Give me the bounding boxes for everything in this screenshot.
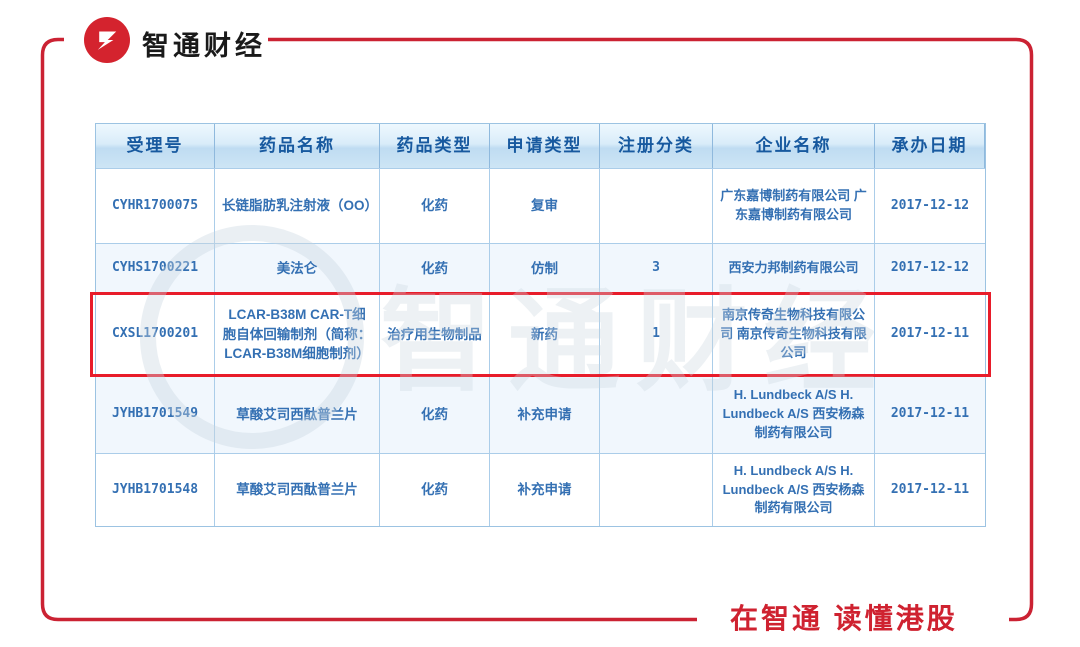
cell-registration-class (600, 169, 713, 243)
cell-drug-name: 美法仑 (215, 244, 380, 293)
cell-date: 2017-12-12 (890, 260, 970, 276)
cell-application-type: 补充申请 (490, 376, 600, 453)
cell-company: H. Lundbeck A/S H. Lundbeck A/S 西安杨森制药有限… (713, 454, 875, 526)
cell-drug-name: 草酸艾司西酞普兰片 (215, 376, 380, 453)
cell-acceptance-no: CYHR1700075 (96, 169, 215, 243)
brand-slogan: 在智通 读懂港股 (730, 603, 958, 634)
cell-drug-type: 化药 (380, 454, 490, 526)
cell-company: 南京传奇生物科技有限公司 南京传奇生物科技有限公司 (713, 294, 875, 375)
brand-name: 智通财经 (142, 31, 266, 61)
drug-application-table: 智通财经 受理号 药品名称 药品类型 申请类型 注册分类 企业名称 承办日期 C… (90, 123, 991, 527)
header-drug-name: 药品名称 (215, 124, 380, 168)
cell-application-type: 补充申请 (490, 454, 600, 526)
cell-registration-class (600, 454, 713, 526)
cell-drug-type: 治疗用生物制品 (380, 294, 490, 375)
z-lightning-icon (97, 31, 117, 50)
cell-drug-name: 长链脂肪乳注射液（OO） (215, 169, 380, 243)
cell-date: 2017-12-11 (890, 406, 970, 422)
cell-application-type: 新药 (490, 294, 600, 375)
cell-acceptance-no: CXSL1700201 (96, 294, 215, 375)
cell-company: 广东嘉博制药有限公司 广东嘉博制药有限公司 (713, 169, 875, 243)
cell-acceptance-no: JYHB1701549 (96, 376, 215, 453)
cell-drug-name: LCAR-B38M CAR-T细胞自体回输制剂（简称：LCAR-B38M细胞制剂… (215, 294, 380, 375)
table-row: JYHB1701549 草酸艾司西酞普兰片 化药 补充申请 H. Lundbec… (96, 376, 985, 454)
header-registration-class: 注册分类 (600, 124, 713, 168)
cell-company: H. Lundbeck A/S H. Lundbeck A/S 西安杨森制药有限… (713, 376, 875, 453)
cell-date: 2017-12-11 (890, 481, 970, 497)
cell-date: 2017-12-12 (890, 197, 970, 213)
table-row: JYHB1701548 草酸艾司西酞普兰片 化药 补充申请 H. Lundbec… (96, 454, 985, 526)
cell-registration-class (600, 376, 713, 453)
cell-application-type: 复审 (490, 169, 600, 243)
cell-acceptance-no: CYHS1700221 (96, 244, 215, 293)
header-acceptance-no: 受理号 (96, 124, 215, 168)
cell-acceptance-no: JYHB1701548 (96, 454, 215, 526)
table-row: CYHR1700075 长链脂肪乳注射液（OO） 化药 复审 广东嘉博制药有限公… (96, 169, 985, 244)
header-application-type: 申请类型 (490, 124, 600, 168)
cell-company: 西安力邦制药有限公司 (713, 244, 875, 293)
cell-drug-name: 草酸艾司西酞普兰片 (215, 454, 380, 526)
header-company: 企业名称 (713, 124, 875, 168)
cell-application-type: 仿制 (490, 244, 600, 293)
cell-registration-class: 1 (600, 294, 713, 375)
cell-drug-type: 化药 (380, 244, 490, 293)
cell-drug-type: 化药 (380, 169, 490, 243)
brand-logo (84, 17, 130, 63)
table-row: CYHS1700221 美法仑 化药 仿制 3 西安力邦制药有限公司 2017-… (96, 244, 985, 294)
cell-date: 2017-12-11 (890, 326, 970, 342)
header-date: 承办日期 (875, 124, 985, 168)
table-header-row: 受理号 药品名称 药品类型 申请类型 注册分类 企业名称 承办日期 (96, 124, 985, 169)
cell-drug-type: 化药 (380, 376, 490, 453)
header-drug-type: 药品类型 (380, 124, 490, 168)
table-row-highlighted: CXSL1700201 LCAR-B38M CAR-T细胞自体回输制剂（简称：L… (90, 292, 991, 377)
cell-registration-class: 3 (600, 244, 713, 293)
table-grid: 受理号 药品名称 药品类型 申请类型 注册分类 企业名称 承办日期 CYHR17… (90, 123, 991, 527)
